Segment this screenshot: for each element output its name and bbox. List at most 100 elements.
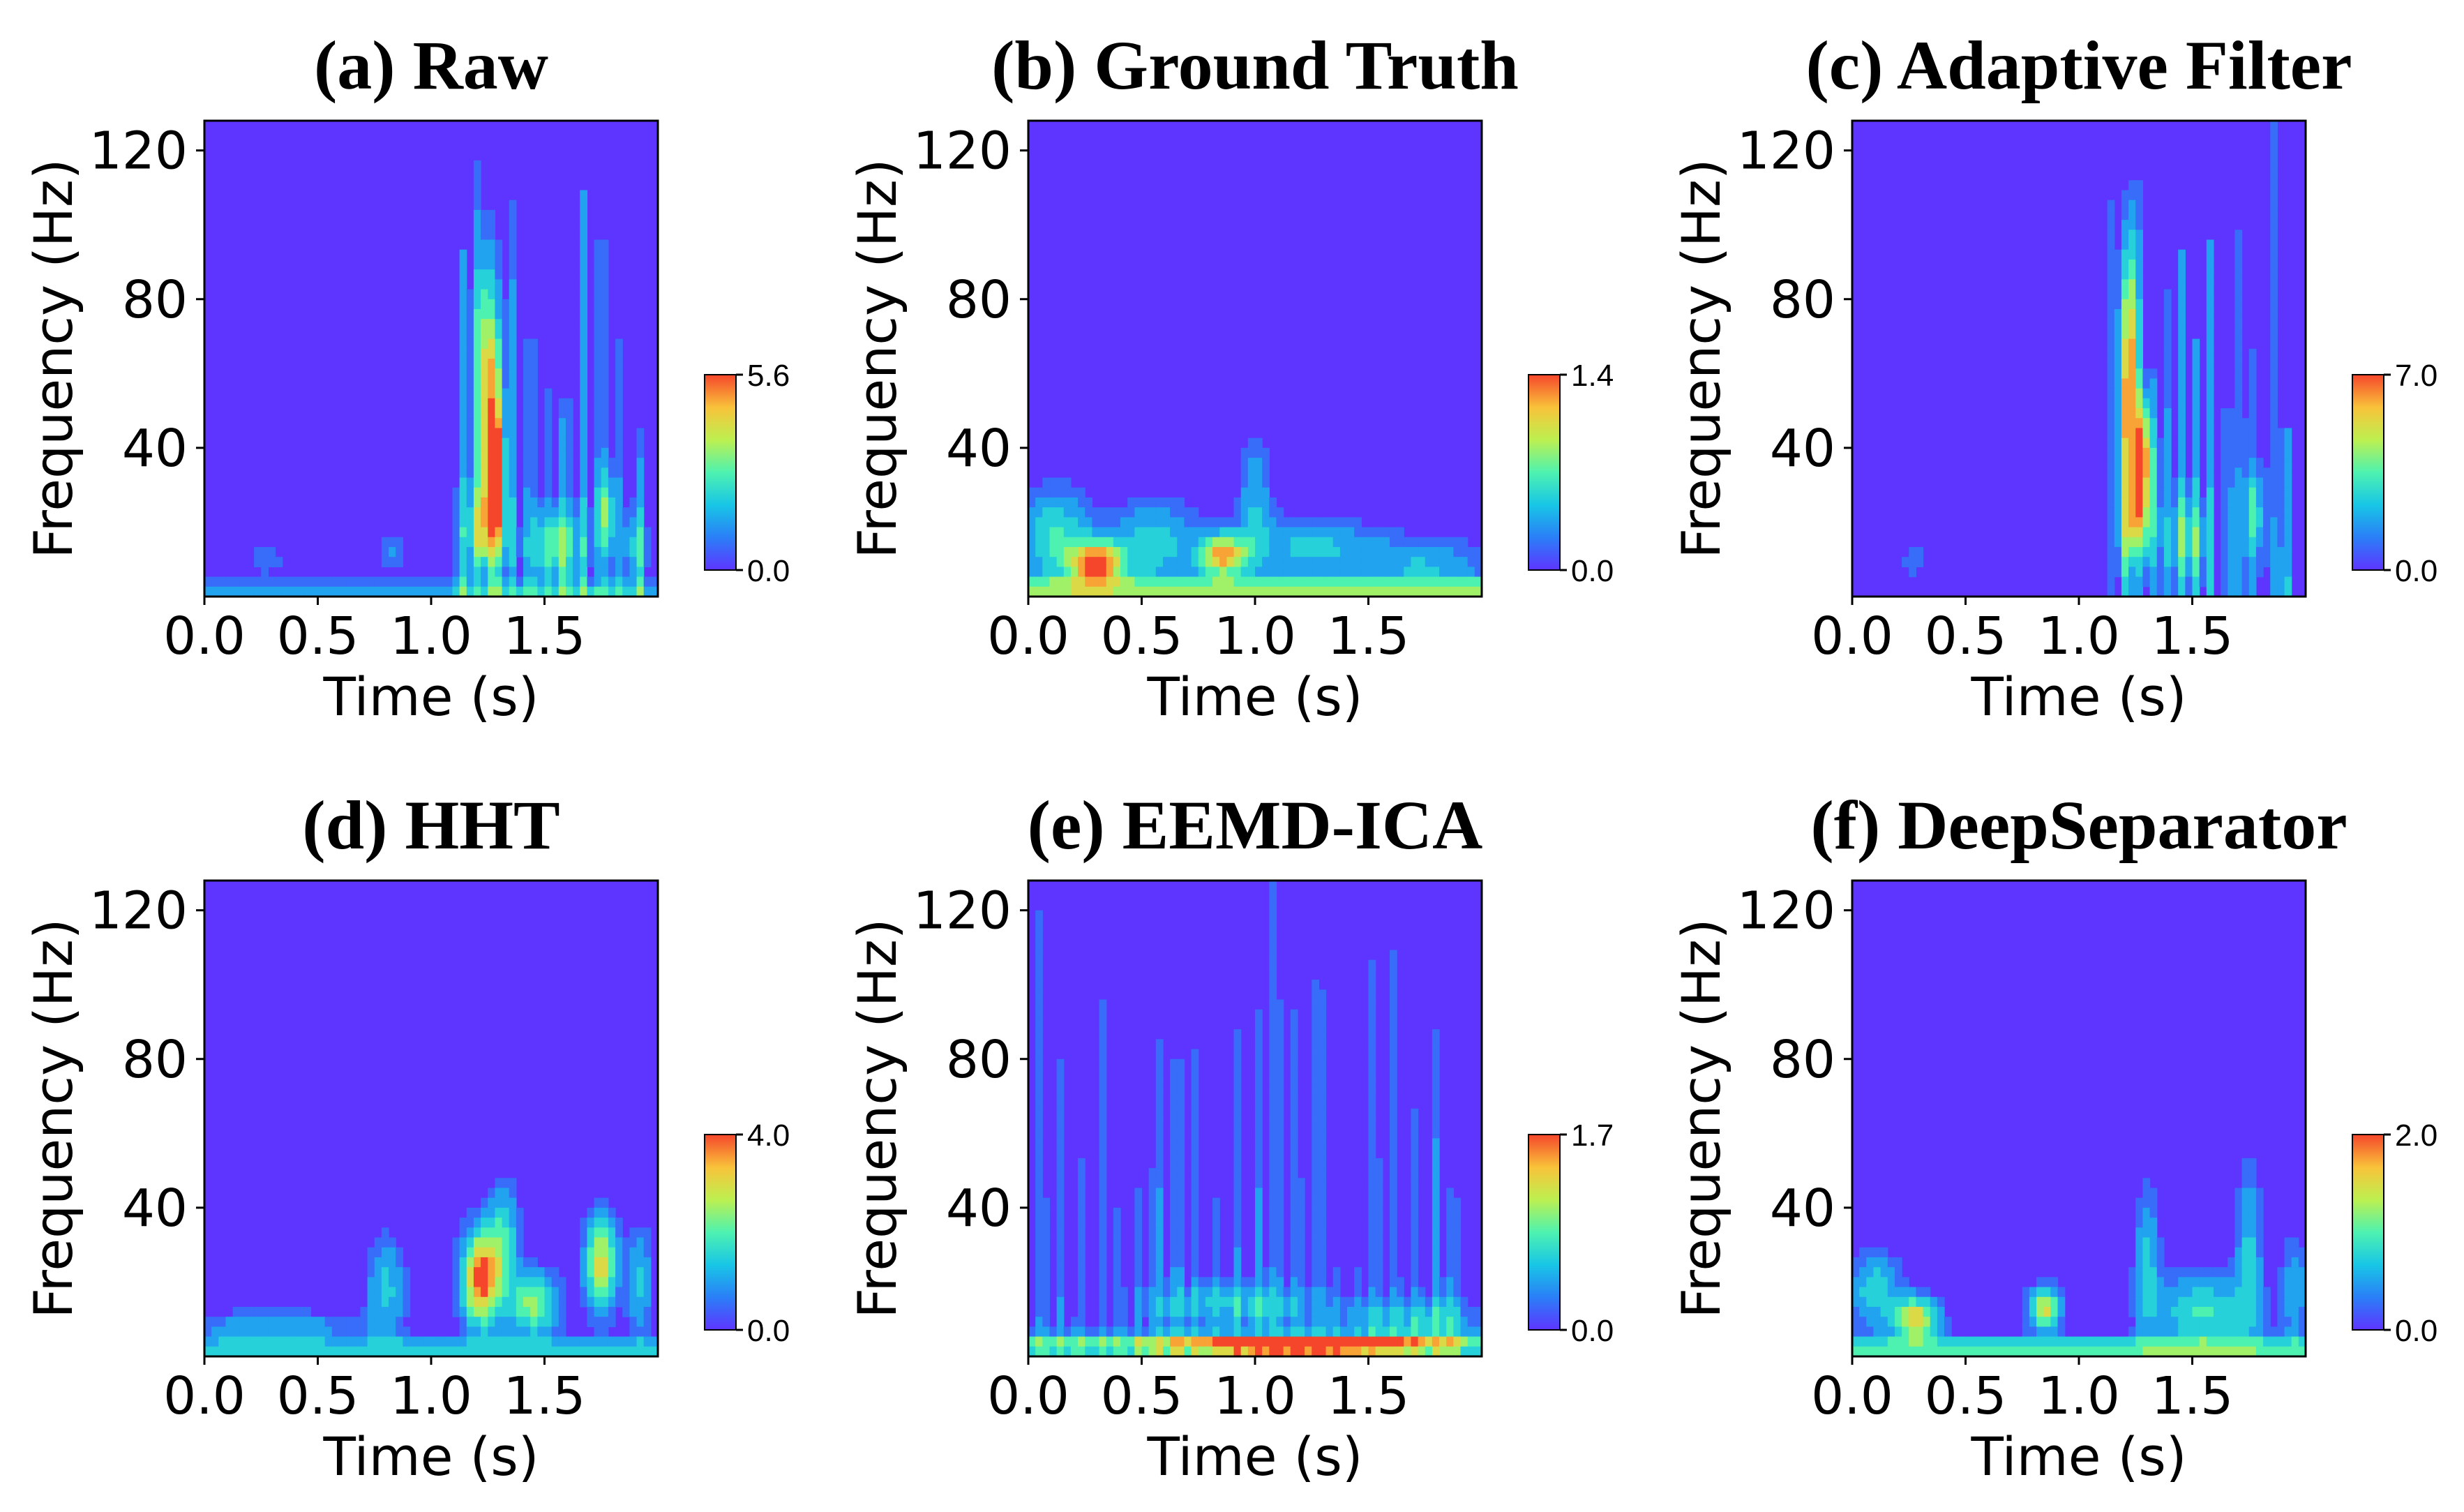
heatmap-cell xyxy=(558,497,566,508)
heatmap-cell xyxy=(1035,487,1043,498)
heatmap-cell xyxy=(1177,546,1185,557)
heatmap-cell xyxy=(1255,557,1263,567)
heatmap-cell xyxy=(481,329,488,340)
heatmap-cell xyxy=(2149,368,2158,380)
heatmap-cell xyxy=(495,348,503,359)
heatmap-cell xyxy=(622,546,630,557)
heatmap-cell xyxy=(204,1317,212,1327)
heatmap-cell xyxy=(2001,1346,2009,1357)
heatmap-cell xyxy=(1354,567,1362,578)
heatmap-cell xyxy=(1446,1317,1454,1327)
heatmap-cell xyxy=(502,1336,510,1347)
heatmap-cell xyxy=(2263,1296,2271,1308)
heatmap-cell xyxy=(1155,497,1164,508)
heatmap-cell xyxy=(1170,1336,1178,1347)
heatmap-cell xyxy=(1233,576,1242,587)
heatmap-cell xyxy=(1339,527,1348,538)
heatmap-cell xyxy=(1290,1237,1298,1248)
heatmap-cell xyxy=(509,487,517,498)
heatmap-cell xyxy=(1035,1068,1043,1079)
heatmap-cell xyxy=(1177,1267,1185,1278)
heatmap-cell xyxy=(558,507,566,518)
heatmap-cell xyxy=(1198,1346,1206,1357)
heatmap-cell xyxy=(1240,586,1249,597)
heatmap-cell xyxy=(1191,1079,1199,1089)
heatmap-cell xyxy=(636,1267,645,1278)
heatmap-cell xyxy=(1397,1306,1404,1317)
heatmap-cell xyxy=(1312,1336,1320,1347)
heatmap-cell xyxy=(636,1326,645,1338)
heatmap-cell xyxy=(2270,348,2278,359)
heatmap-cell xyxy=(1339,557,1348,567)
heatmap-cell xyxy=(488,487,496,498)
heatmap-cell xyxy=(1411,1178,1419,1189)
heatmap-cell xyxy=(1312,1039,1320,1050)
heatmap-cell xyxy=(473,259,481,270)
heatmap-cell xyxy=(296,1346,304,1357)
heatmap-cell xyxy=(1148,1296,1157,1308)
heatmap-cell xyxy=(1446,1346,1454,1357)
heatmap-cell xyxy=(615,1237,623,1248)
heatmap-cell xyxy=(2057,1296,2066,1308)
heatmap-cell xyxy=(1276,1296,1284,1308)
heatmap-cell xyxy=(1240,447,1249,458)
heatmap-cell xyxy=(1255,527,1263,538)
heatmap-cell xyxy=(2277,546,2285,557)
heatmap-cell xyxy=(254,546,262,557)
heatmap-cell xyxy=(1880,1296,1888,1308)
heatmap-cell xyxy=(2008,1346,2016,1357)
heatmap-cell xyxy=(452,507,460,518)
heatmap-cell xyxy=(2291,1277,2299,1288)
heatmap-cell xyxy=(473,1317,481,1327)
panel-title: (c) Adaptive Filter xyxy=(1805,27,2352,104)
heatmap-cell xyxy=(2149,1207,2158,1218)
heatmap-cell xyxy=(1269,586,1277,597)
heatmap-cell xyxy=(1474,1306,1482,1317)
heatmap-cell xyxy=(608,487,616,498)
heatmap-cell xyxy=(1368,546,1376,557)
heatmap-cell xyxy=(1155,1148,1164,1159)
heatmap-cell xyxy=(1290,1306,1298,1317)
heatmap-cell xyxy=(1453,1277,1462,1288)
heatmap-cell xyxy=(1191,1138,1199,1149)
heatmap-cell xyxy=(1078,586,1085,597)
heatmap-cell xyxy=(1035,586,1043,597)
heatmap-cell xyxy=(1247,467,1256,479)
heatmap-cell xyxy=(608,477,616,488)
heatmap-cell xyxy=(1937,1336,1945,1347)
heatmap-cell xyxy=(1283,1326,1291,1338)
heatmap-cell xyxy=(1240,1317,1249,1327)
heatmap-cell xyxy=(481,1326,488,1338)
heatmap-cell xyxy=(1113,1257,1121,1268)
heatmap-cell xyxy=(2234,338,2243,350)
heatmap-cell xyxy=(1276,537,1284,548)
heatmap-cell xyxy=(537,517,546,528)
heatmap-cell xyxy=(2121,487,2129,498)
heatmap-cell xyxy=(2241,1197,2250,1208)
heatmap-cell xyxy=(629,507,638,518)
heatmap-cell xyxy=(1233,1257,1242,1268)
heatmap-cell xyxy=(2234,239,2243,250)
heatmap-cell xyxy=(1432,557,1440,567)
heatmap-cell xyxy=(360,1336,368,1347)
heatmap-cell xyxy=(1113,537,1121,548)
heatmap-cell xyxy=(1276,1039,1284,1050)
heatmap-cell xyxy=(473,249,481,260)
heatmap-cell xyxy=(1162,1296,1171,1308)
heatmap-cell xyxy=(587,576,595,587)
heatmap-cell xyxy=(1325,1317,1334,1327)
heatmap-cell xyxy=(1319,1287,1327,1298)
heatmap-cell xyxy=(459,1257,467,1268)
heatmap-cell xyxy=(1432,1158,1440,1169)
heatmap-cell xyxy=(509,557,517,567)
heatmap-cell xyxy=(431,1336,439,1347)
heatmap-cell xyxy=(2270,388,2278,399)
heatmap-cell xyxy=(2142,567,2151,578)
heatmap-cell xyxy=(1056,1336,1065,1347)
heatmap-cell xyxy=(2107,1346,2115,1357)
heatmap-cell xyxy=(473,269,481,280)
heatmap-cell xyxy=(1347,1326,1355,1338)
heatmap-cell xyxy=(1425,1326,1433,1338)
heatmap-cell xyxy=(2149,1296,2158,1308)
heatmap-cell xyxy=(1035,1178,1043,1189)
